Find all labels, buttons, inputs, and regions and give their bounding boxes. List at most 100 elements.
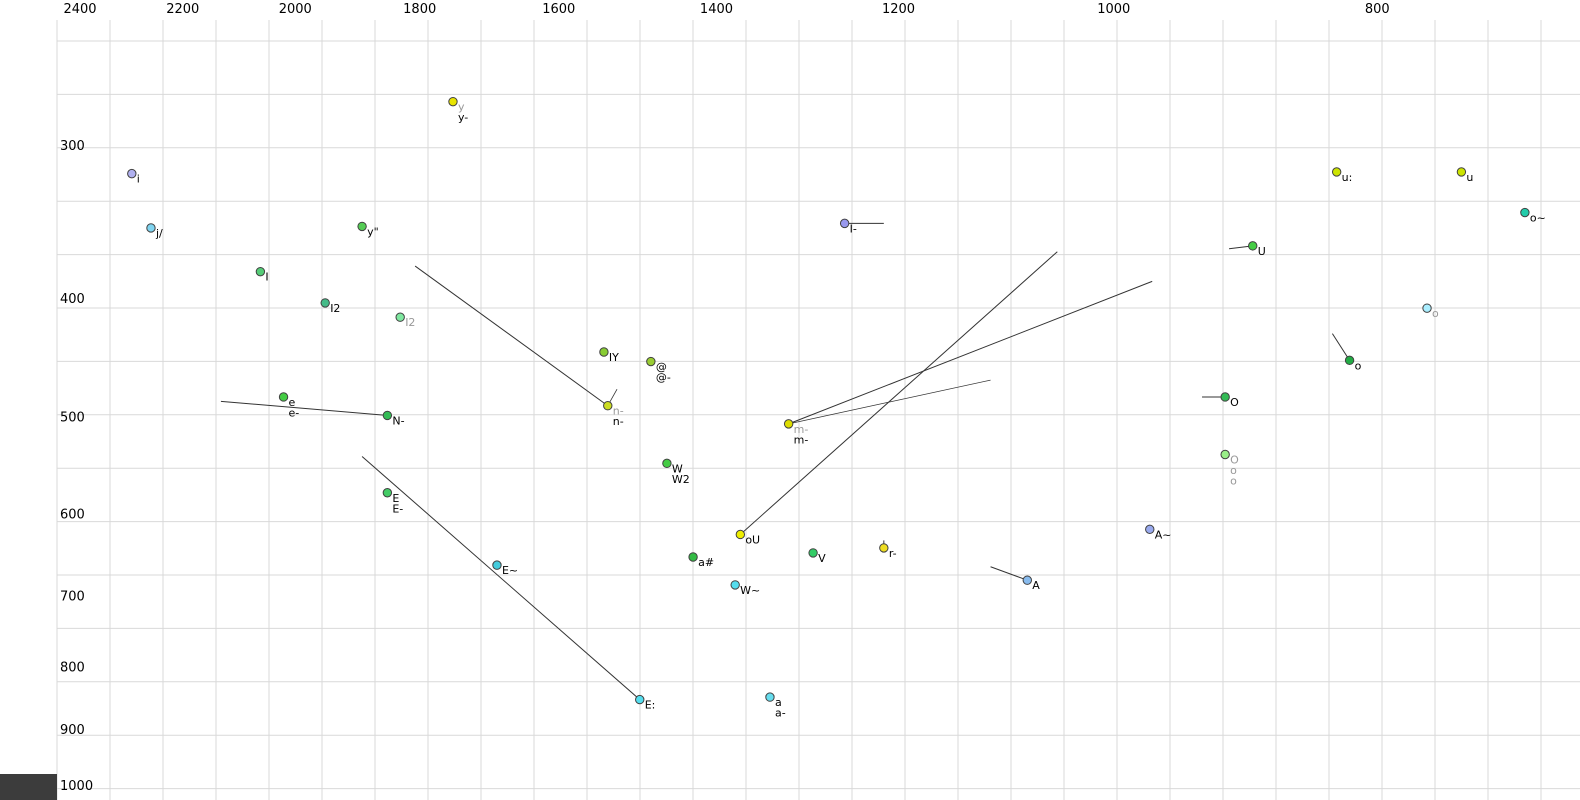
trajectory-line: [990, 566, 1028, 581]
x-tick-label: 2400: [63, 2, 96, 17]
vowel-point: [127, 168, 137, 179]
vowel-label: i: [137, 173, 140, 186]
x-tick-label: 1800: [403, 2, 436, 17]
vowel-point: [1520, 207, 1530, 218]
vowel-label: y: [458, 101, 465, 114]
vowel-label: IY: [609, 351, 619, 364]
vowel-label: W~: [740, 584, 760, 597]
vowel-point: [735, 529, 746, 540]
vowel-point: [278, 392, 289, 402]
grid: [56, 20, 1580, 800]
vowel-point: [662, 458, 672, 469]
vowel-point: [1220, 392, 1230, 402]
vowel-point: [603, 401, 613, 411]
vowel-label: o: [1230, 464, 1237, 477]
vowel-point: [808, 548, 818, 558]
vowel-label: I: [265, 271, 268, 284]
vowel-label: a-: [775, 707, 786, 720]
vowel-point: [1344, 355, 1355, 366]
y-tick-label: 500: [60, 411, 85, 426]
vowel-label: a: [775, 696, 782, 709]
vowel-label: e-: [289, 406, 300, 419]
y-tick-label: 300: [60, 139, 85, 154]
vowel-point: [1456, 167, 1467, 177]
corner-block: [0, 774, 57, 800]
vowel-label: n-: [613, 415, 624, 428]
vowel-point: [146, 223, 156, 233]
vowel-label: O: [1230, 454, 1239, 467]
vowel-label: e: [289, 396, 296, 409]
vowel-label: V: [818, 552, 826, 565]
vowel-label: r-: [889, 547, 897, 560]
vowel-point: [320, 298, 330, 308]
y-tick-label: 600: [60, 507, 85, 522]
vowel-label: y-: [458, 111, 468, 124]
x-tick-label: 2000: [279, 2, 312, 17]
vowel-label: o: [1355, 359, 1362, 372]
vowel-point: [448, 96, 458, 107]
vowel-point: [357, 221, 367, 232]
vowel-label: E:: [645, 699, 656, 712]
vowel-label: oU: [745, 533, 760, 546]
vowel-point: [635, 694, 645, 705]
vowel-point: [765, 692, 775, 702]
vowel-point: [395, 312, 405, 322]
vowel-point: [382, 488, 393, 498]
y-tick-label: 800: [60, 660, 85, 675]
vowel-label: E~: [502, 564, 518, 577]
vowel-label: E: [392, 492, 399, 505]
y-tick-label: 900: [60, 723, 85, 738]
trajectory-line: [361, 456, 641, 700]
vowel-label: o~: [1530, 212, 1546, 225]
trajectory-line: [1331, 333, 1350, 361]
vowel-label: I2: [330, 302, 340, 315]
vowel-label: W2: [672, 473, 690, 486]
vowel-label: I-: [850, 222, 857, 235]
vowel-label: m-: [794, 423, 809, 436]
vowel-point: [1422, 303, 1432, 313]
vowel-label: A~: [1155, 528, 1172, 541]
vowel-point: [1220, 449, 1230, 460]
vowel-point: [492, 560, 502, 570]
x-tick-label: 800: [1365, 2, 1390, 17]
trajectory-line: [739, 251, 1058, 535]
vowel-label: n-: [613, 405, 624, 418]
x-tick-label: 1600: [542, 2, 575, 17]
x-axis-ticks: 2400 2200 2000 1800 1600 1400 1200 1000 800: [63, 2, 1389, 17]
vowel-label: o: [1230, 475, 1237, 488]
vowel-point: [688, 552, 698, 562]
vowel-label: u:: [1342, 171, 1353, 184]
vowel-point: [255, 266, 266, 277]
vowel-point: [1145, 524, 1155, 535]
y-tick-label: 400: [60, 292, 85, 307]
vowel-point: [382, 410, 393, 421]
x-tick-label: 1000: [1097, 2, 1130, 17]
data-points: yy-i j/y" I I2 I2 IY @@- n-n-ee- N- I-m-m-u: u o~ Uo…: [127, 96, 1546, 720]
x-tick-label: 1400: [700, 2, 733, 17]
vowel-label: E-: [392, 502, 403, 515]
vowel-label: y": [367, 225, 379, 238]
y-tick-label: 700: [60, 589, 85, 604]
vowel-point: [646, 356, 656, 367]
trajectory-line: [788, 379, 991, 425]
trajectory-lines: [220, 222, 1350, 700]
vowel-point: [1022, 575, 1032, 585]
y-axis-ticks: 300 400 500 600 700 800 900 1000: [60, 139, 93, 794]
y-tick-label: 1000: [60, 779, 93, 794]
vowel-label: A: [1032, 579, 1040, 592]
vowel-label: j/: [155, 227, 163, 240]
vowel-label: @: [656, 361, 667, 374]
vowel-label: u: [1466, 171, 1473, 184]
vowel-label: m-: [794, 433, 809, 446]
x-tick-label: 1200: [882, 2, 915, 17]
vowel-label: O: [1230, 396, 1239, 409]
trajectory-line: [414, 265, 609, 407]
vowel-point: [1331, 167, 1342, 177]
vowel-label: I2: [405, 316, 415, 329]
vowel-point: [879, 543, 889, 553]
vowel-point: [730, 580, 740, 590]
vowel-label: N-: [392, 414, 404, 427]
vowel-label: a#: [698, 556, 714, 569]
vowel-label: o: [1432, 307, 1439, 320]
